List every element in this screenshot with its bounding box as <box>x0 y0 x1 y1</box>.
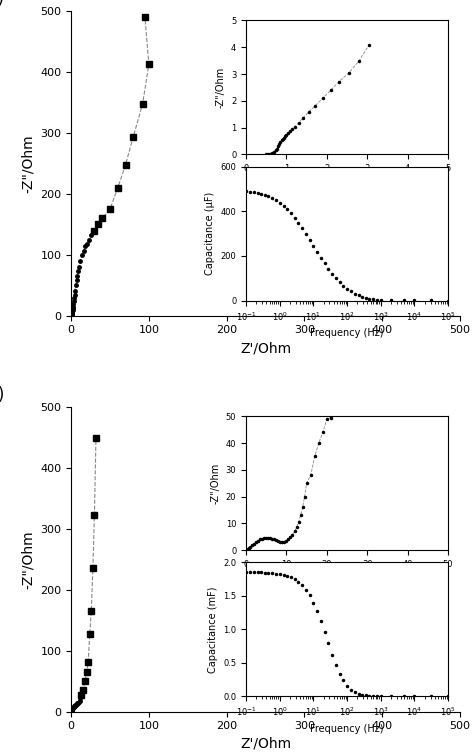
Y-axis label: -Z"/Ohm: -Z"/Ohm <box>21 134 35 193</box>
Text: (b): (b) <box>0 386 5 404</box>
X-axis label: Z'/Ohm: Z'/Ohm <box>240 737 291 751</box>
Y-axis label: -Z"/Ohm: -Z"/Ohm <box>21 530 35 589</box>
Text: (a): (a) <box>0 0 5 8</box>
X-axis label: Z'/Ohm: Z'/Ohm <box>240 341 291 355</box>
